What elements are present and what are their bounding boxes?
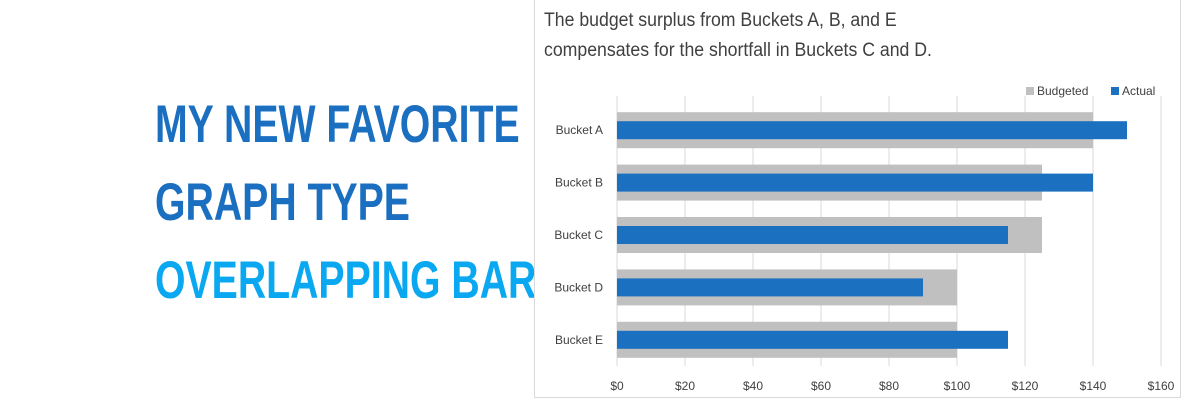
headline: MY NEW FAVORITE GRAPH TYPE OVERLAPPING B… bbox=[155, 86, 563, 320]
x-tick-label: $80 bbox=[879, 379, 899, 393]
chart-panel: The budget surplus from Buckets A, B, an… bbox=[534, 0, 1181, 398]
x-tick-label: $60 bbox=[811, 379, 831, 393]
category-label: Bucket A bbox=[556, 123, 603, 137]
x-tick-label: $160 bbox=[1148, 379, 1175, 393]
chart-title: The budget surplus from Buckets A, B, an… bbox=[544, 6, 1028, 66]
x-tick-label: $140 bbox=[1080, 379, 1107, 393]
category-label: Bucket B bbox=[555, 176, 603, 190]
x-tick-label: $40 bbox=[743, 379, 763, 393]
legend-label-budgeted: Budgeted bbox=[1037, 84, 1088, 98]
actual-bar bbox=[617, 330, 1008, 349]
category-label: Bucket D bbox=[554, 280, 603, 294]
legend-swatch-budgeted bbox=[1026, 87, 1034, 95]
x-tick-label: $120 bbox=[1012, 379, 1039, 393]
x-tick-label: $0 bbox=[610, 379, 624, 393]
category-label: Bucket C bbox=[554, 228, 603, 242]
chart-title-line-1: The budget surplus from Buckets A, B, an… bbox=[544, 10, 897, 31]
actual-bar bbox=[617, 173, 1093, 192]
x-tick-label: $20 bbox=[675, 379, 695, 393]
actual-bar bbox=[617, 278, 923, 297]
category-label: Bucket E bbox=[555, 333, 603, 347]
bar-chart: Bucket A Bucket B Bucket C Bucket D Bucket E… bbox=[554, 84, 1175, 393]
actual-bar bbox=[617, 121, 1127, 140]
chart-title-line-2: compensates for the shortfall in Buckets… bbox=[544, 40, 932, 61]
actual-bar bbox=[617, 226, 1008, 244]
legend-swatch-actual bbox=[1111, 87, 1119, 95]
headline-line-3: OVERLAPPING BARS bbox=[155, 251, 563, 310]
legend-label-actual: Actual bbox=[1122, 84, 1155, 98]
headline-line-2: GRAPH TYPE bbox=[155, 173, 410, 232]
x-tick-label: $100 bbox=[944, 379, 971, 393]
headline-line-1: MY NEW FAVORITE bbox=[155, 95, 520, 154]
